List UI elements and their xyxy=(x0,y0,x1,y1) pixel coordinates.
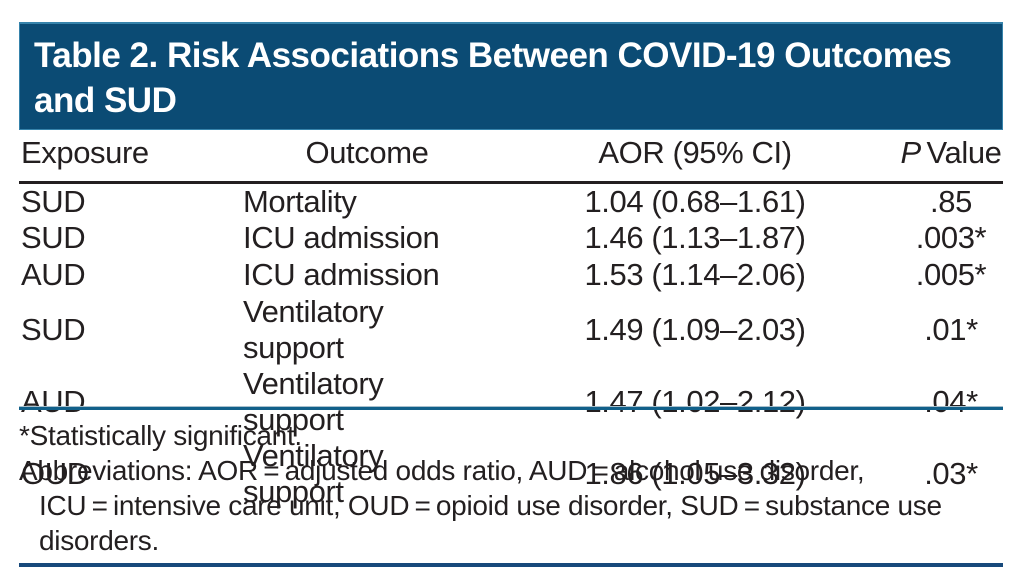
cell-aor-ci: 1.47 (1.02–2.12) xyxy=(584,383,806,419)
table-row: SUD ICU admission 1.46 (1.13–1.87) .003* xyxy=(19,220,1003,257)
footnote-significance: *Statistically significant. xyxy=(19,420,302,451)
cell-exposure: SUD xyxy=(21,311,86,347)
table-row: AUD ICU admission 1.53 (1.14–2.06) .005* xyxy=(19,257,1003,294)
table-title-line-2: and SUD xyxy=(34,81,177,120)
cell-exposure: SUD xyxy=(21,183,86,219)
table-title-band: Table 2. Risk Associations Between COVID… xyxy=(19,22,1003,130)
col-header-exposure: Exposure xyxy=(19,130,243,184)
cell-aor-ci: 1.49 (1.09–2.03) xyxy=(584,311,806,347)
table-row: SUD Mortality 1.04 (0.68–1.61) .85 xyxy=(19,182,1003,220)
cell-outcome: Ventilatory support xyxy=(243,437,384,509)
table-footnotes: *Statistically significant. Abbreviation… xyxy=(19,418,1003,558)
col-header-aor-ci: AOR (95% CI) xyxy=(491,130,899,184)
cell-p-value: .04* xyxy=(924,383,978,419)
table-row: SUD Ventilatory support 1.49 (1.09–2.03)… xyxy=(19,294,1003,366)
table-row: OUD Ventilatory support 1.86 (1.05–3.32)… xyxy=(19,438,1003,510)
cell-outcome: ICU admission xyxy=(243,257,440,292)
cell-p-value: .85 xyxy=(930,183,972,219)
table-body: SUD Mortality 1.04 (0.68–1.61) .85 SUD I… xyxy=(19,182,1003,510)
cell-exposure: OUD xyxy=(21,455,89,491)
cell-outcome: ICU admission xyxy=(243,220,440,255)
cell-outcome: Ventilatory support xyxy=(243,293,384,365)
cell-p-value: .01* xyxy=(924,311,978,347)
cell-aor-ci: 1.04 (0.68–1.61) xyxy=(584,183,806,219)
col-header-outcome: Outcome xyxy=(243,130,491,184)
cell-exposure: AUD xyxy=(21,383,86,419)
p-value-rest: Value xyxy=(920,135,1002,171)
figure-bottom-rule xyxy=(19,563,1003,567)
footnote-abbreviations-line-2: ICU = intensive care unit, OUD = opioid … xyxy=(39,490,942,521)
col-header-p-value: P Value xyxy=(899,130,1003,184)
cell-exposure: SUD xyxy=(21,220,86,255)
cell-aor-ci: 1.53 (1.14–2.06) xyxy=(584,257,806,292)
cell-exposure: AUD xyxy=(21,257,86,292)
cell-aor-ci: 1.86 (1.05–3.32) xyxy=(584,455,806,491)
p-value-italic-p: P xyxy=(900,135,921,171)
table-bottom-rule xyxy=(19,406,1003,410)
table-header: Exposure Outcome AOR (95% CI) P Value xyxy=(19,130,1003,184)
footnote-abbreviations-line-1: Abbreviations: AOR = adjusted odds ratio… xyxy=(19,455,865,486)
cell-outcome: Mortality xyxy=(243,183,357,219)
risk-associations-table: Exposure Outcome AOR (95% CI) P Value SU… xyxy=(19,130,1003,510)
footnote-abbreviations-line-3: disorders. xyxy=(39,525,159,556)
table-title-line-1: Table 2. Risk Associations Between COVID… xyxy=(34,36,952,75)
cell-aor-ci: 1.46 (1.13–1.87) xyxy=(584,220,806,255)
header-row: Exposure Outcome AOR (95% CI) P Value xyxy=(19,130,1003,184)
cell-p-value: .005* xyxy=(915,257,987,292)
cell-p-value: .003* xyxy=(915,220,987,255)
cell-p-value: .03* xyxy=(924,455,978,491)
